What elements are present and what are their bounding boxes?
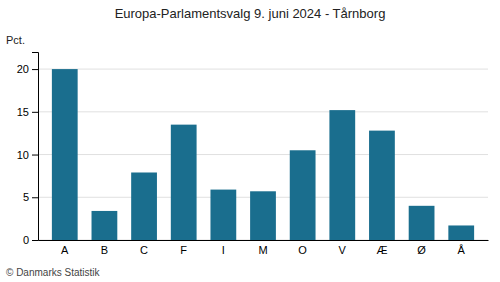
x-tick-label: F <box>180 244 187 256</box>
y-tick-mark <box>32 197 38 198</box>
chart: Europa-Parlamentsvalg 9. juni 2024 - Tår… <box>0 0 500 282</box>
bar <box>171 125 197 240</box>
x-tick: M <box>258 244 267 256</box>
bar <box>329 110 355 240</box>
x-axis-line <box>39 240 489 241</box>
x-tick-label: Ø <box>417 244 426 256</box>
x-tick: F <box>180 244 187 256</box>
y-tick-label: 15 <box>17 106 29 118</box>
y-tick: 20 <box>17 63 38 75</box>
y-tick-label: 20 <box>17 63 29 75</box>
bar <box>409 206 435 240</box>
bar <box>369 131 395 240</box>
bar <box>210 190 236 240</box>
bar <box>92 211 118 240</box>
x-tick-label: B <box>101 244 108 256</box>
y-tick-mark <box>32 112 38 113</box>
x-tick-label: Æ <box>376 244 387 256</box>
bar <box>448 225 474 240</box>
y-tick: 5 <box>23 191 38 203</box>
y-axis-line <box>32 53 39 241</box>
grid <box>38 69 488 240</box>
bars <box>52 69 474 240</box>
y-tick: 15 <box>17 106 38 118</box>
grid-line <box>38 154 488 155</box>
y-tick-mark <box>32 155 38 156</box>
x-tick: A <box>61 244 69 256</box>
y-axis-title: Pct. <box>6 34 25 46</box>
y-tick-mark <box>32 240 38 241</box>
x-tick: Ø <box>417 244 426 256</box>
x-tick-label: M <box>258 244 267 256</box>
x-tick: O <box>298 244 307 256</box>
x-tick-label: C <box>140 244 148 256</box>
title: Europa-Parlamentsvalg 9. juni 2024 - Tår… <box>115 6 386 21</box>
x-tick-label: O <box>298 244 307 256</box>
x-tick-label: A <box>61 244 69 256</box>
grid-line <box>38 69 488 70</box>
x-axis: ABCFIMOVÆØÅ <box>39 241 489 256</box>
y-tick-label: 10 <box>17 149 29 161</box>
y-tick-label: 0 <box>23 234 29 246</box>
x-tick: Æ <box>376 244 387 256</box>
x-tick-label: V <box>339 244 347 256</box>
y-tick: 10 <box>17 149 38 161</box>
x-tick: C <box>140 244 148 256</box>
bar <box>250 191 276 240</box>
footer: © Danmarks Statistik <box>6 267 101 278</box>
y-tick-mark <box>32 69 38 70</box>
plot: 0 5 10 15 20 A B C F I M O V Æ Ø Å Pct. <box>6 34 489 256</box>
x-tick: I <box>222 244 225 256</box>
bar <box>131 172 157 240</box>
x-tick-label: I <box>222 244 225 256</box>
y-tick: 0 <box>23 234 38 246</box>
x-tick: B <box>101 244 108 256</box>
x-tick-label: Å <box>458 244 466 256</box>
bar <box>52 69 78 240</box>
x-tick: V <box>339 244 347 256</box>
y-tick-label: 5 <box>23 191 29 203</box>
bar <box>290 150 316 240</box>
x-tick: Å <box>458 244 466 256</box>
grid-line <box>38 111 488 112</box>
y-axis: 0 5 10 15 20 <box>17 53 39 247</box>
